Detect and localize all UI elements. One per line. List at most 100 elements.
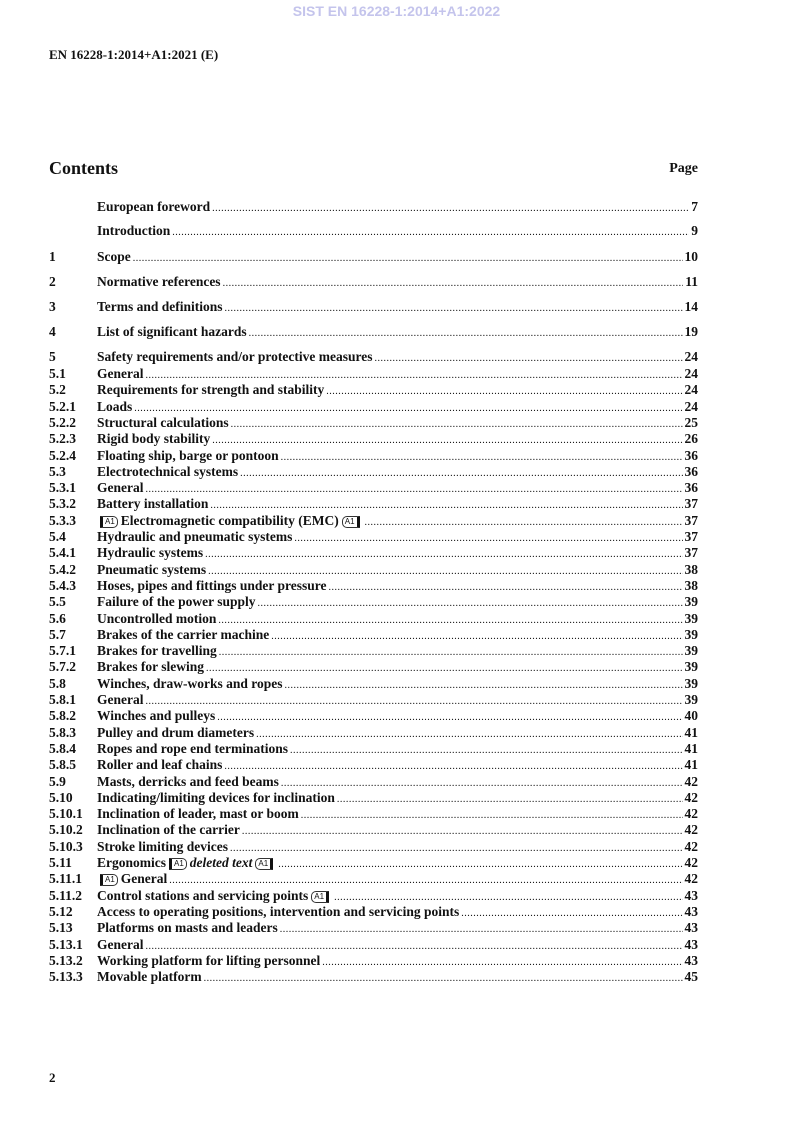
toc-entry[interactable]: 5.7.2 Brakes for slewing 39 [49, 659, 698, 677]
toc-entry[interactable]: 5.8 Winches, draw-works and ropes 39 [49, 676, 698, 694]
toc-entry[interactable]: 5.3 Electrotechnical systems 36 [49, 464, 698, 482]
toc-entry[interactable]: 5.4.1 Hydraulic systems 37 [49, 545, 698, 563]
toc-entry[interactable]: 5.13.1 General 43 [49, 937, 698, 955]
section-title: Failure of the power supply [97, 594, 256, 610]
page-ref: 38 [684, 577, 699, 593]
title-text: Hydraulic and pneumatic systems [97, 529, 293, 544]
toc-entry[interactable]: 5.4 Hydraulic and pneumatic systems 37 [49, 529, 698, 547]
section-number: 5.2 [49, 382, 66, 398]
section-number: 5.5 [49, 594, 66, 610]
toc-entry[interactable]: 5.8.5 Roller and leaf chains 41 [49, 757, 698, 775]
page-ref: 42 [684, 838, 699, 854]
title-text: Normative references [97, 274, 221, 289]
page-ref: 14 [684, 299, 699, 314]
title-text: General [97, 936, 144, 952]
page-ref: 7 [691, 199, 698, 214]
toc-entry[interactable]: 5.1 General 24 [49, 366, 698, 384]
title-text: Scope [97, 249, 131, 264]
toc-entry[interactable]: 5 Safety requirements and/or protective m… [49, 349, 698, 367]
amendment-start-marker-icon: A1 [169, 858, 187, 870]
page-ref: 10 [684, 249, 699, 264]
title-text: Battery installation [97, 496, 209, 512]
page-ref: 40 [684, 708, 699, 724]
toc-entry[interactable]: 5.2.2 Structural calculations 25 [49, 415, 698, 433]
toc-entry[interactable]: 5.8.4 Ropes and rope end terminations 41 [49, 741, 698, 759]
toc-entry[interactable]: 5.2.4 Floating ship, barge or pontoon 36 [49, 448, 698, 466]
toc-entry[interactable]: 5.9 Masts, derricks and feed beams 42 [49, 774, 698, 792]
section-number: 3 [49, 299, 56, 314]
section-number: 5.7 [49, 626, 66, 642]
toc-entry[interactable]: 5.7 Brakes of the carrier machine 39 [49, 627, 698, 645]
toc-entry[interactable]: 5.11.2 Control stations and servicing poi… [49, 888, 698, 906]
toc-entry[interactable]: 1 Scope 10 [49, 249, 698, 267]
section-title: Ergonomics A1 deleted text A1 [97, 855, 276, 871]
toc-entry[interactable]: 4 List of significant hazards 19 [49, 324, 698, 342]
section-title: Winches and pulleys [97, 708, 215, 724]
contents-title: Contents [49, 158, 119, 178]
toc-entry[interactable]: 5.8.1 General 39 [49, 692, 698, 710]
section-number: 5.4.2 [49, 561, 76, 577]
amendment-end-marker-icon: A1 [255, 858, 274, 870]
title-text: Movable platform [97, 969, 202, 985]
toc-entry[interactable]: 5.8.3 Pulley and drum diameters 41 [49, 725, 698, 743]
toc-entry[interactable]: 5.10.1 Inclination of leader, mast or boo… [49, 806, 698, 824]
section-title: General [97, 937, 144, 953]
page-ref: 37 [684, 545, 699, 561]
section-title: Hoses, pipes and fittings under pressure [97, 578, 327, 594]
toc-entry[interactable]: 5.10 Indicating/limiting devices for incl… [49, 790, 698, 808]
section-number: 5.3.2 [49, 496, 76, 512]
toc-entry[interactable]: 5.3.2 Battery installation 37 [49, 496, 698, 514]
section-title: Scope [97, 249, 131, 265]
page-ref: 26 [684, 431, 699, 447]
amendment-end-marker-icon: A1 [311, 890, 330, 903]
section-title: Inclination of the carrier [97, 822, 240, 838]
toc-entry[interactable]: 5.6 Uncontrolled motion 39 [49, 611, 698, 629]
page-ref: 37 [684, 529, 699, 544]
toc-entry[interactable]: 2 Normative references 11 [49, 274, 698, 292]
section-title: Pneumatic systems [97, 562, 206, 578]
toc-entry[interactable]: 5.10.2 Inclination of the carrier 42 [49, 822, 698, 840]
toc-entry[interactable]: 3 Terms and definitions 14 [49, 299, 698, 317]
page-ref: 25 [684, 414, 699, 430]
toc-entry[interactable]: 5.10.3 Stroke limiting devices 42 [49, 839, 698, 857]
title-text: Pulley and drum diameters [97, 724, 255, 740]
toc-entry[interactable]: 5.3.1 General 36 [49, 480, 698, 498]
title-text: Control stations and servicing points [97, 887, 309, 903]
title-text: General [97, 366, 144, 381]
toc-entry[interactable]: 5.12 Access to operating positions, inter… [49, 904, 698, 922]
title-text: Terms and definitions [97, 299, 223, 314]
page-number: 2 [49, 1070, 56, 1085]
dot-leader [225, 301, 683, 317]
toc-entry[interactable]: 5.13.3 Movable platform 45 [49, 969, 698, 987]
toc-entry[interactable]: 5.2 Requirements for strength and stabili… [49, 382, 698, 400]
amendment-end-marker-icon: A1 [341, 515, 360, 528]
toc-entry[interactable]: 5.4.3 Hoses, pipes and fittings under pre… [49, 578, 698, 596]
toc-entry[interactable]: 5.7.1 Brakes for travelling 39 [49, 643, 698, 661]
toc-entry[interactable]: 5.5 Failure of the power supply 39 [49, 594, 698, 612]
watermark: SIST EN 16228-1:2014+A1:2022 [292, 3, 501, 19]
toc-entry[interactable]: European foreword 7 [49, 199, 698, 217]
toc-entry[interactable]: Introduction 9 [49, 223, 698, 241]
section-title: A1 General [97, 871, 167, 887]
section-title: Safety requirements and/or protective me… [97, 349, 372, 365]
section-number: 5.2.4 [49, 447, 76, 463]
section-number: 5.6 [49, 610, 66, 626]
toc-entry[interactable]: 5.13.2 Working platform for lifting perso… [49, 953, 698, 971]
toc-entry[interactable]: 5.13 Platforms on masts and leaders 43 [49, 920, 698, 938]
section-number: 5.10.3 [49, 838, 83, 854]
toc-entry[interactable]: 5.4.2 Pneumatic systems 38 [49, 562, 698, 580]
toc-entry[interactable]: 5.2.1 Loads 24 [49, 399, 698, 417]
amendment-start-marker-icon: A1 [100, 874, 118, 887]
section-number: 5.11 [49, 855, 72, 870]
section-number: 5.3.3 [49, 512, 76, 528]
toc-entry[interactable]: 5.3.3 A1 Electromagnetic compatibility (EM… [49, 513, 698, 531]
page-ref: 24 [684, 349, 699, 364]
page-ref: 43 [684, 920, 699, 936]
title-text: General [97, 480, 144, 496]
toc-entry[interactable]: 5.8.2 Winches and pulleys 40 [49, 708, 698, 726]
section-title: Movable platform [97, 969, 202, 985]
toc-entry[interactable]: 5.2.3 Rigid body stability 26 [49, 431, 698, 449]
section-title: Control stations and servicing points A1 [97, 888, 332, 904]
